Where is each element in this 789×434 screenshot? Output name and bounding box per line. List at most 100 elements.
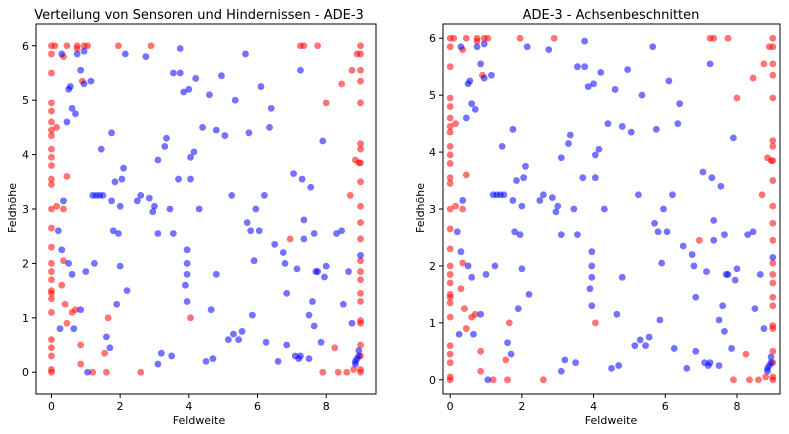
obstacle-point <box>459 259 467 267</box>
sensor-point <box>111 178 119 186</box>
sensor-point <box>195 205 203 213</box>
obstacle-point <box>343 368 351 376</box>
obstacle-point <box>446 271 454 278</box>
sensor-point <box>708 174 716 182</box>
obstacle-point <box>452 120 459 128</box>
sensor-point <box>314 268 322 275</box>
x-tick-label: 2 <box>117 400 124 413</box>
sensor-point <box>115 230 122 237</box>
sensor-point <box>247 227 255 235</box>
obstacle-point <box>48 352 55 360</box>
sensor-point <box>283 341 291 349</box>
y-tick-label: 6 <box>429 32 436 45</box>
sensor-point <box>566 131 574 139</box>
obstacle-point <box>63 319 71 327</box>
obstacle-point <box>48 287 55 295</box>
obstacle-point <box>103 368 110 376</box>
y-tick-label: 5 <box>429 89 436 102</box>
sensor-point <box>319 137 327 145</box>
obstacle-point <box>357 77 364 85</box>
plot-frame <box>442 23 781 395</box>
sensor-point <box>345 268 352 275</box>
sensor-point <box>764 367 771 375</box>
obstacle-point <box>48 153 55 161</box>
obstacle-point <box>357 140 364 148</box>
sensor-point <box>590 80 597 88</box>
x-tick-label: 6 <box>662 400 669 413</box>
obstacle-point <box>350 366 358 373</box>
obstacle-point <box>357 366 364 373</box>
sensor-point <box>77 66 85 74</box>
sensor-point <box>154 230 162 237</box>
x-axis-label: Feldweite <box>585 414 638 427</box>
obstacle-point <box>769 219 777 227</box>
sensor-point <box>192 75 200 82</box>
obstacle-point <box>357 341 364 349</box>
sensor-point <box>58 246 66 254</box>
obstacle-point <box>115 42 122 50</box>
y-tick-label: 2 <box>429 260 436 273</box>
sensor-point <box>250 257 258 265</box>
sensor-point <box>90 260 98 267</box>
obstacle-point <box>48 145 55 153</box>
obstacle-point <box>48 344 55 352</box>
obstacle-point <box>446 94 454 102</box>
obstacle-point <box>357 66 364 74</box>
sensor-point <box>676 100 684 108</box>
obstacle-point <box>48 268 55 275</box>
sensor-point <box>283 289 291 297</box>
obstacle-point <box>724 34 732 42</box>
obstacle-point <box>77 360 85 368</box>
obstacle-point <box>48 308 55 316</box>
obstacle-point <box>462 325 470 332</box>
sensor-point <box>692 347 700 355</box>
chart-title: ADE-3 - Achsenbeschnitten <box>523 8 700 23</box>
obstacle-point <box>446 313 454 321</box>
sensor-point <box>669 191 676 199</box>
sensor-point <box>565 140 572 147</box>
sensor-point <box>457 43 465 51</box>
obstacle-point <box>769 177 777 184</box>
x-tick-label: 0 <box>48 400 55 413</box>
sensor-point <box>123 287 131 295</box>
sensor-point <box>477 60 485 68</box>
sensor-point <box>574 63 581 71</box>
sensor-point <box>185 85 193 93</box>
sensor-point <box>484 376 492 384</box>
sensor-point <box>257 83 265 90</box>
sensor-point <box>618 123 626 130</box>
sensor-point <box>480 40 488 48</box>
sensor-point <box>176 69 184 77</box>
sensor-point <box>176 45 184 52</box>
sensor-point <box>608 364 615 372</box>
sensor-point <box>103 333 110 341</box>
sensor-point <box>455 330 463 338</box>
sensor-point <box>154 360 162 368</box>
obstacle-point <box>446 225 454 233</box>
sensor-point <box>523 43 531 51</box>
sensor-point <box>248 311 256 319</box>
obstacle-point <box>286 235 294 243</box>
y-tick-label: 3 <box>22 203 29 216</box>
obstacle-point <box>346 191 354 199</box>
sensor-point <box>459 197 467 204</box>
sensor-point <box>581 63 589 71</box>
obstacle-point <box>769 347 777 355</box>
sensor-point <box>552 208 560 216</box>
obstacle-point <box>742 350 750 358</box>
obstacle-point <box>591 319 599 327</box>
obstacle-point <box>63 172 71 180</box>
y-tick-label: 4 <box>429 146 436 159</box>
sensor-point <box>487 71 495 79</box>
sensor-point <box>54 227 62 235</box>
obstacle-point <box>762 373 770 381</box>
sensor-point <box>145 194 153 202</box>
sensor-point <box>751 305 759 313</box>
sensor-point <box>574 231 581 239</box>
obstacle-point <box>357 219 364 227</box>
obstacle-point <box>357 202 364 210</box>
obstacle-point <box>446 179 454 187</box>
sensor-point <box>267 104 275 112</box>
sensor-point <box>658 259 666 267</box>
obstacle-point <box>48 181 55 188</box>
